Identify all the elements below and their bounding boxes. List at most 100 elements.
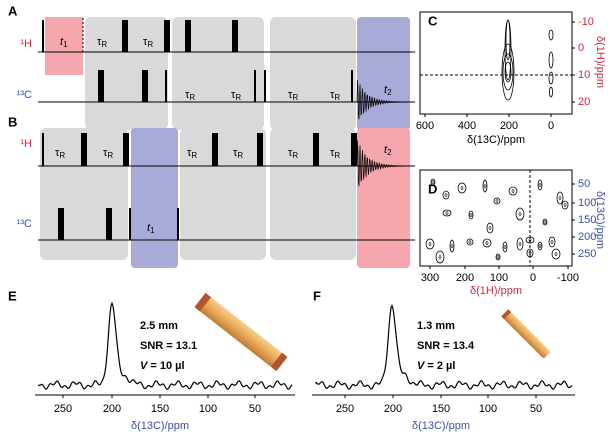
panel-label: A [8,3,18,18]
contour [457,182,467,194]
t2-label-symbol: t [384,84,388,96]
annotation: SNR = 13.1 [140,340,197,352]
contour [528,238,532,242]
x-tick-label: -100 [557,272,579,284]
contour [496,255,500,259]
tau-label: τR [55,147,65,160]
y-axis-label: δ(13C)/ppm [594,191,606,249]
contour [551,248,561,260]
x-tick-label: 50 [249,403,261,415]
contour [503,245,507,249]
contour [486,222,494,234]
pulse [42,20,44,52]
pulse [165,70,167,102]
annotation: 2.5 mm [140,320,178,332]
contour [554,252,558,256]
tau-label: τR [288,89,298,102]
t1-label-sub: 1 [150,226,155,235]
x-tick-label: 100 [479,403,497,415]
contour [561,200,569,210]
contour [466,238,474,246]
contour [445,211,449,215]
tau-label-sub: R [59,151,65,160]
pulse [185,20,191,52]
contour [485,241,489,245]
pulse [81,133,87,166]
x-tick-label: 100 [490,272,508,284]
tau-label-symbol: τ [330,147,335,159]
pulse [257,133,263,166]
contour [550,240,554,244]
h1-channel: ¹H [20,38,32,50]
contour [502,241,508,253]
x-tick-label: 0 [548,120,554,132]
contour [431,180,435,184]
tau-label-symbol: τ [330,89,335,101]
annotation-symbol: V [140,360,149,372]
t2-label: t2 [384,84,392,97]
pulse [122,20,128,52]
annotation-text: = 2 µl [424,360,455,372]
pulse [212,133,218,166]
tau-label: τR [330,89,340,102]
contour [482,238,492,248]
x-axis-label: δ(13C)/ppm [412,420,470,432]
pulse [264,70,266,102]
contour [425,238,435,250]
tau-label-symbol: τ [185,89,190,101]
tau-label-sub: R [191,151,197,160]
tau-label-sub: R [101,40,107,49]
tau-label: τR [103,147,113,160]
tau-label-sub: R [334,151,340,160]
tau-label-symbol: τ [233,147,238,159]
x-axis-label: δ(13C)/ppm [131,420,189,432]
annotation: V = 2 µl [417,360,455,372]
tau-label-sub: R [334,93,340,102]
annotation: 1.3 mm [417,320,455,332]
t1-label-symbol: t [60,36,64,48]
rotor-image [501,309,550,358]
pulse [98,70,104,102]
tau-label-symbol: τ [55,147,60,159]
contour [518,212,522,216]
contour [548,71,554,85]
panel-label: D [428,181,437,196]
tau-label: τR [143,36,153,49]
contour [442,209,452,217]
contour [482,179,488,193]
x-tick-label: 200 [500,120,518,132]
y-axis-label: δ(1H)/ppm [594,36,606,88]
plot-frame [419,169,573,267]
t1-window [131,128,178,268]
contour [537,241,543,251]
y-tick-label: 150 [578,214,596,226]
x-tick-label: 300 [421,272,439,284]
tau-label-sub: R [189,93,195,102]
contour [525,236,535,244]
tau-label: τR [185,89,195,102]
x-tick-label: 250 [336,403,354,415]
y-tick-label: 10 [578,69,590,81]
contour [502,53,514,91]
y-tick-label: 0 [578,42,584,54]
pulse [351,70,353,102]
x-tick-label: 200 [456,272,474,284]
x-tick-label: 100 [199,403,217,415]
y-tick-label: -10 [578,16,594,28]
contour [563,203,567,207]
tau-label: τR [233,147,243,160]
y-tick-label: 200 [578,231,596,243]
y-tick-label: 50 [578,178,590,190]
contour [495,199,499,203]
x-tick-label: 600 [416,120,434,132]
c13-channel: ¹³C [17,218,32,230]
x-axis-label: δ(13C)/ppm [467,134,525,146]
contour [449,239,455,253]
t2-label: t2 [384,144,392,157]
tau-label: τR [97,36,107,49]
tau-label-symbol: τ [97,36,102,48]
y-tick-label: 250 [578,248,596,260]
contour [438,255,442,259]
pulse [129,208,131,240]
